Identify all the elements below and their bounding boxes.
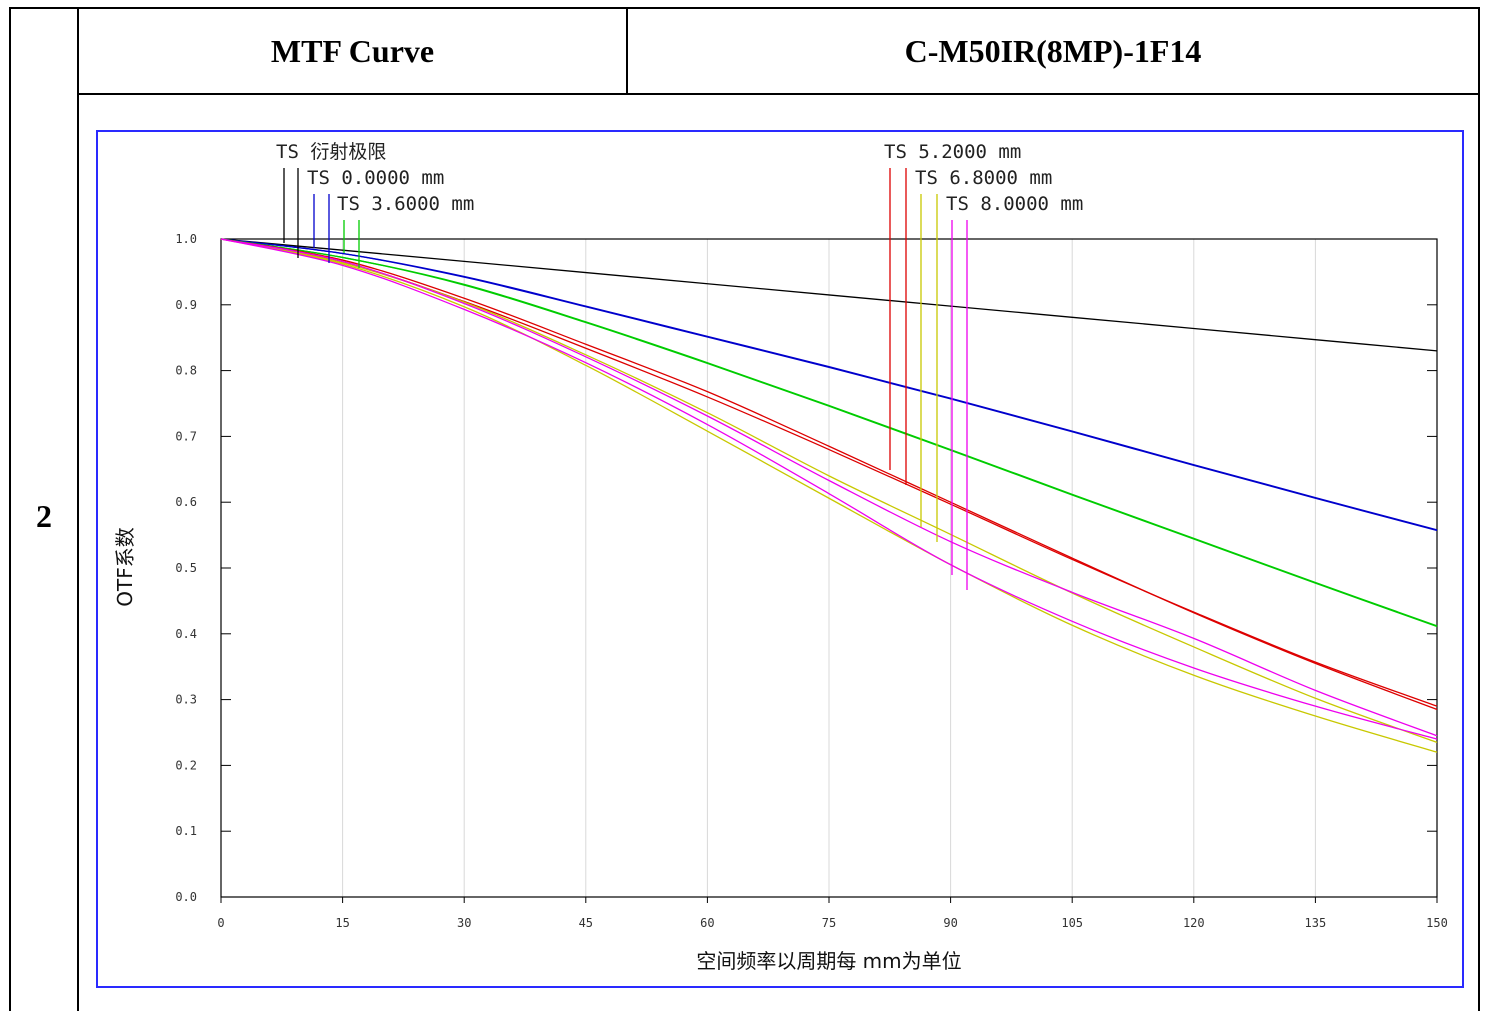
- x-tick-label: 45: [579, 916, 593, 930]
- x-tick-label: 0: [217, 916, 224, 930]
- x-tick-label: 75: [822, 916, 836, 930]
- series-line-4: [220, 238, 1438, 628]
- series-line-10: [220, 238, 1438, 737]
- row-number: 2: [36, 498, 52, 534]
- y-tick-label: 1.0: [175, 232, 197, 246]
- y-tick-label: 0.9: [175, 298, 197, 312]
- x-tick-label: 15: [335, 916, 349, 930]
- series-line-9: [220, 238, 1438, 740]
- y-tick-label: 0.3: [175, 693, 197, 707]
- series-line-7: [220, 238, 1438, 753]
- tick-layer: 0 15 30 45 60 75 90 105 120 135 150 0.0 0.1 0.2 0.3 0.4…: [175, 232, 1448, 930]
- x-tick-label: 150: [1426, 916, 1448, 930]
- header-right-model: C-M50IR(8MP)-1F14: [904, 33, 1202, 69]
- grid-layer: [220, 238, 1438, 898]
- series-layer: [220, 238, 1438, 753]
- y-tick-label: 0.6: [175, 495, 197, 509]
- y-tick-label: 0.1: [175, 824, 197, 838]
- table-border-header-split: [626, 7, 628, 94]
- y-tick-label: 0.5: [175, 561, 197, 575]
- x-tick-label: 105: [1061, 916, 1083, 930]
- legend-label-4: TS 6.8000 mm: [915, 167, 1052, 189]
- legend-label-3: TS 5.2000 mm: [884, 141, 1021, 163]
- table-border-header-bottom: [78, 93, 1480, 95]
- table-border-numcol: [77, 7, 79, 1011]
- header-left-title: MTF Curve: [270, 33, 435, 69]
- y-tick-label: 0.4: [175, 627, 197, 641]
- y-tick-label: 0.0: [175, 890, 197, 904]
- y-axis-label: OTF系数: [113, 527, 137, 606]
- legend-label-2: TS 3.6000 mm: [337, 193, 474, 215]
- legend-label-1: TS 0.0000 mm: [307, 167, 444, 189]
- series-line-2: [220, 238, 1438, 531]
- x-tick-label: 120: [1183, 916, 1205, 930]
- legend-label-0: TS 衍射极限: [276, 141, 386, 163]
- legend-layer: TS 衍射极限 TS 0.0000 mm TS 3.6000 mm TS 5.2000…: [276, 141, 1083, 590]
- x-axis-label: 空间频率以周期每 mm为单位: [696, 949, 961, 973]
- chart-frame: [96, 130, 1464, 988]
- x-tick-label: 60: [700, 916, 714, 930]
- y-tick-label: 0.7: [175, 429, 197, 443]
- legend-label-5: TS 8.0000 mm: [946, 193, 1083, 215]
- x-tick-label: 135: [1305, 916, 1327, 930]
- x-tick-label: 30: [457, 916, 471, 930]
- y-tick-label: 0.2: [175, 758, 197, 772]
- x-tick-label: 90: [943, 916, 957, 930]
- series-line-5: [220, 238, 1438, 711]
- table-border-left: [9, 7, 11, 1011]
- series-line-0: [220, 238, 1438, 352]
- table-border-right: [1478, 7, 1480, 1011]
- y-tick-label: 0.8: [175, 364, 197, 378]
- table-border-top: [9, 7, 1480, 9]
